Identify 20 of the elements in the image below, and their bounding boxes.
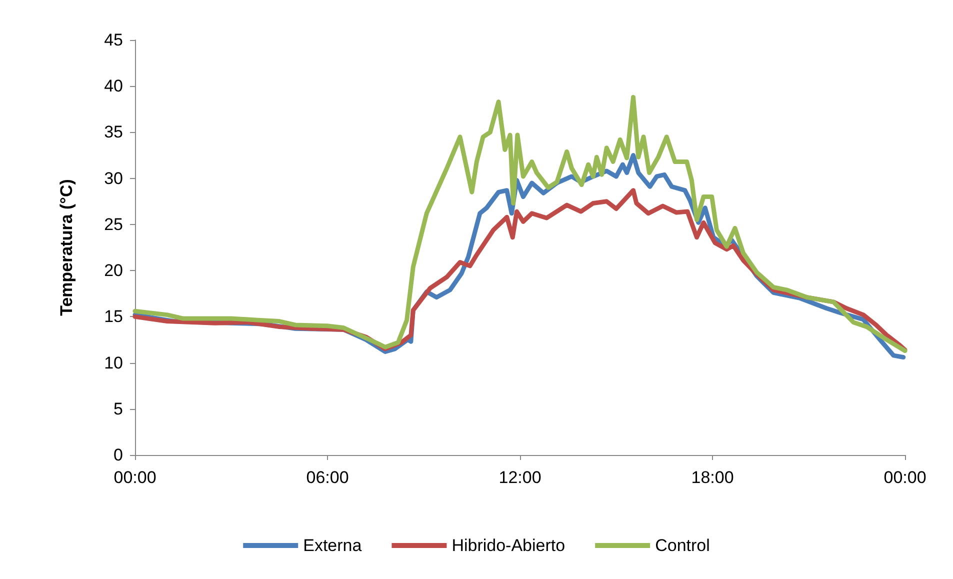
y-tick-label: 40 [104,76,123,96]
x-tick-label: 18:00 [691,468,734,487]
legend-label: Externa [303,536,362,555]
line-series [132,94,908,354]
y-tick-label: 10 [104,353,123,372]
y-tick-label: 30 [104,168,123,188]
x-tick-label: 12:00 [498,468,542,487]
legend-label: Control [655,536,710,555]
y-axis-title: Temperatura (°C) [57,179,76,316]
x-tick-label: 00:00 [114,468,156,487]
y-tick-label: 0 [114,446,123,464]
y-tick-label: 25 [104,214,123,234]
y-tick-label: 5 [114,399,123,418]
x-tick-label: 00:00 [884,468,926,487]
y-tick-label: 15 [104,307,123,326]
y-tick-label: 35 [104,122,123,142]
legend-label: Hibrido-Abierto [452,536,566,555]
y-tick-label: 45 [104,30,123,50]
y-tick-label: 20 [104,261,123,280]
x-tick-label: 06:00 [306,468,349,487]
